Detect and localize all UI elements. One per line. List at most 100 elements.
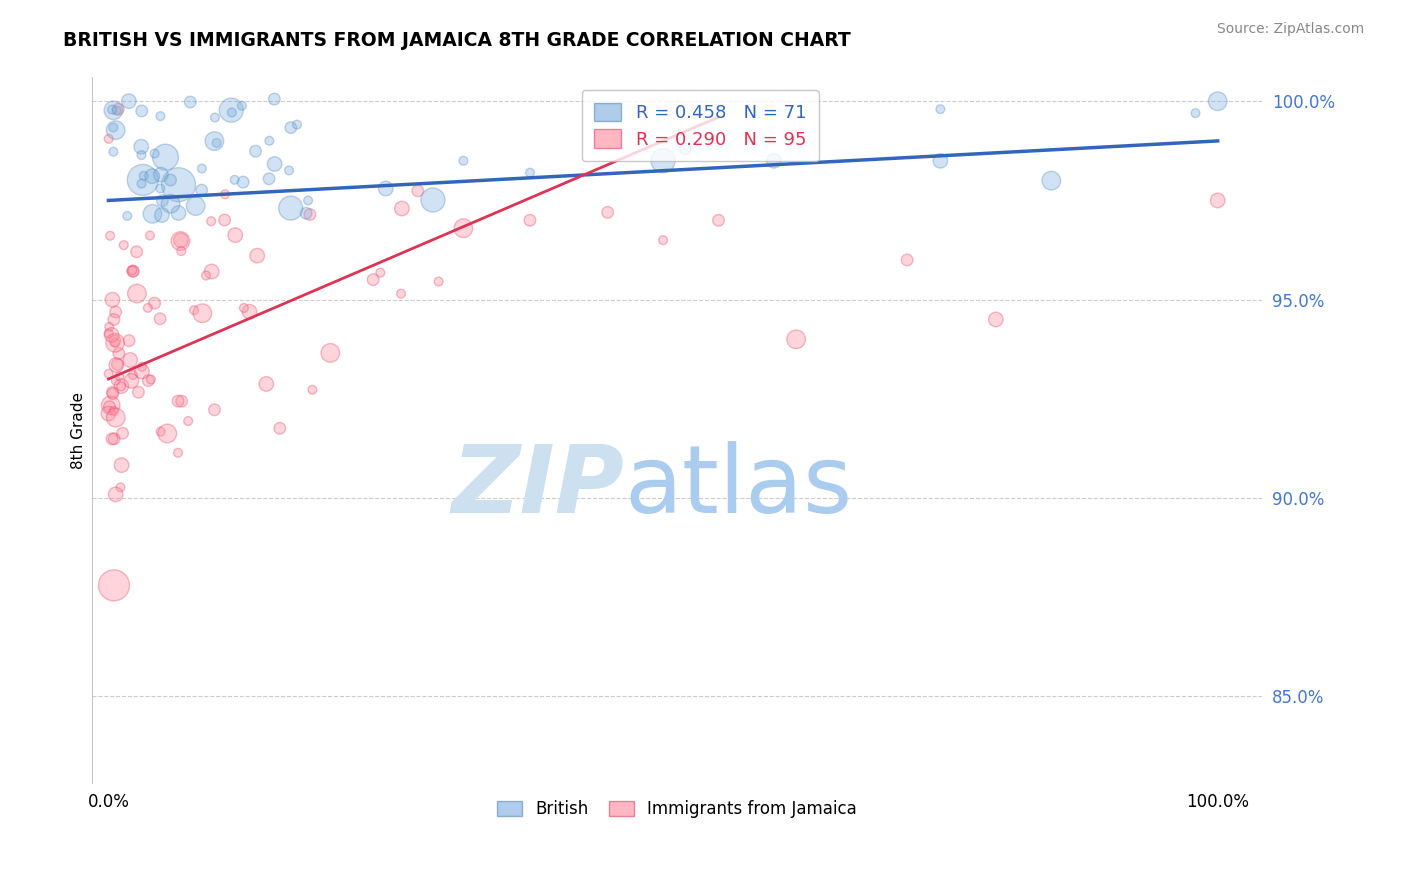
Point <box>204 402 226 417</box>
Point <box>104 305 127 319</box>
Point <box>1184 106 1206 120</box>
Point <box>105 357 128 371</box>
Point <box>191 306 214 320</box>
Point <box>143 146 166 161</box>
Point <box>103 145 125 159</box>
Point <box>169 234 191 248</box>
Point <box>224 228 246 243</box>
Text: ZIP: ZIP <box>451 441 624 533</box>
Point <box>295 206 318 220</box>
Point <box>1206 194 1229 208</box>
Point <box>167 178 190 192</box>
Point <box>205 136 228 150</box>
Point <box>121 264 143 278</box>
Point <box>167 394 190 409</box>
Point <box>190 183 212 197</box>
Point <box>118 334 141 348</box>
Point <box>141 207 163 221</box>
Point <box>159 173 181 187</box>
Point <box>97 407 120 421</box>
Point <box>673 142 696 156</box>
Point <box>149 311 172 326</box>
Point <box>167 206 190 220</box>
Point <box>195 268 218 283</box>
Point <box>422 193 444 207</box>
Point <box>149 181 172 195</box>
Point <box>219 103 242 117</box>
Point <box>139 372 162 386</box>
Point <box>125 244 148 259</box>
Point <box>259 134 281 148</box>
Point <box>127 385 149 400</box>
Point <box>183 303 205 318</box>
Point <box>112 238 135 252</box>
Point <box>104 335 127 350</box>
Point <box>122 368 145 382</box>
Point <box>652 153 675 168</box>
Point <box>131 177 153 191</box>
Point <box>111 426 134 441</box>
Point <box>245 144 267 158</box>
Point <box>170 394 193 409</box>
Point <box>301 383 323 397</box>
Point <box>707 213 730 227</box>
Point <box>108 346 131 360</box>
Text: Source: ZipAtlas.com: Source: ZipAtlas.com <box>1216 22 1364 37</box>
Point <box>101 386 124 401</box>
Y-axis label: 8th Grade: 8th Grade <box>72 392 86 469</box>
Point <box>101 432 124 446</box>
Point <box>131 364 153 378</box>
Point <box>132 169 155 183</box>
Point <box>191 161 214 176</box>
Point <box>269 421 291 435</box>
Point <box>110 480 132 494</box>
Point <box>221 105 243 120</box>
Point <box>121 263 143 277</box>
Point <box>136 374 159 388</box>
Point <box>110 379 132 393</box>
Point <box>108 369 131 384</box>
Point <box>107 102 129 116</box>
Point <box>97 367 120 381</box>
Point <box>141 169 163 184</box>
Point <box>103 312 125 326</box>
Point <box>929 153 952 168</box>
Point <box>232 301 254 315</box>
Point <box>100 327 122 342</box>
Point <box>280 120 302 135</box>
Point <box>131 148 153 162</box>
Point <box>453 153 475 168</box>
Point <box>167 446 190 460</box>
Point <box>139 228 162 243</box>
Point <box>391 202 413 216</box>
Point <box>131 359 153 374</box>
Point <box>120 353 142 368</box>
Point <box>149 168 172 182</box>
Point <box>254 376 277 391</box>
Point <box>132 173 155 187</box>
Point <box>110 458 132 472</box>
Point <box>896 252 918 267</box>
Point <box>104 123 127 137</box>
Point <box>129 139 152 153</box>
Point <box>104 374 127 388</box>
Point <box>263 157 285 171</box>
Point <box>98 400 121 414</box>
Point <box>374 181 396 195</box>
Point <box>929 102 952 116</box>
Point <box>214 187 236 202</box>
Point <box>280 201 302 215</box>
Point <box>103 578 125 592</box>
Point <box>156 426 179 441</box>
Point <box>785 332 807 346</box>
Point <box>98 228 121 243</box>
Point <box>427 275 450 289</box>
Point <box>170 244 193 258</box>
Point <box>263 92 285 106</box>
Point <box>231 99 253 113</box>
Point <box>103 103 125 118</box>
Point <box>762 153 785 168</box>
Point <box>136 301 159 315</box>
Point <box>159 196 181 211</box>
Point <box>184 199 207 213</box>
